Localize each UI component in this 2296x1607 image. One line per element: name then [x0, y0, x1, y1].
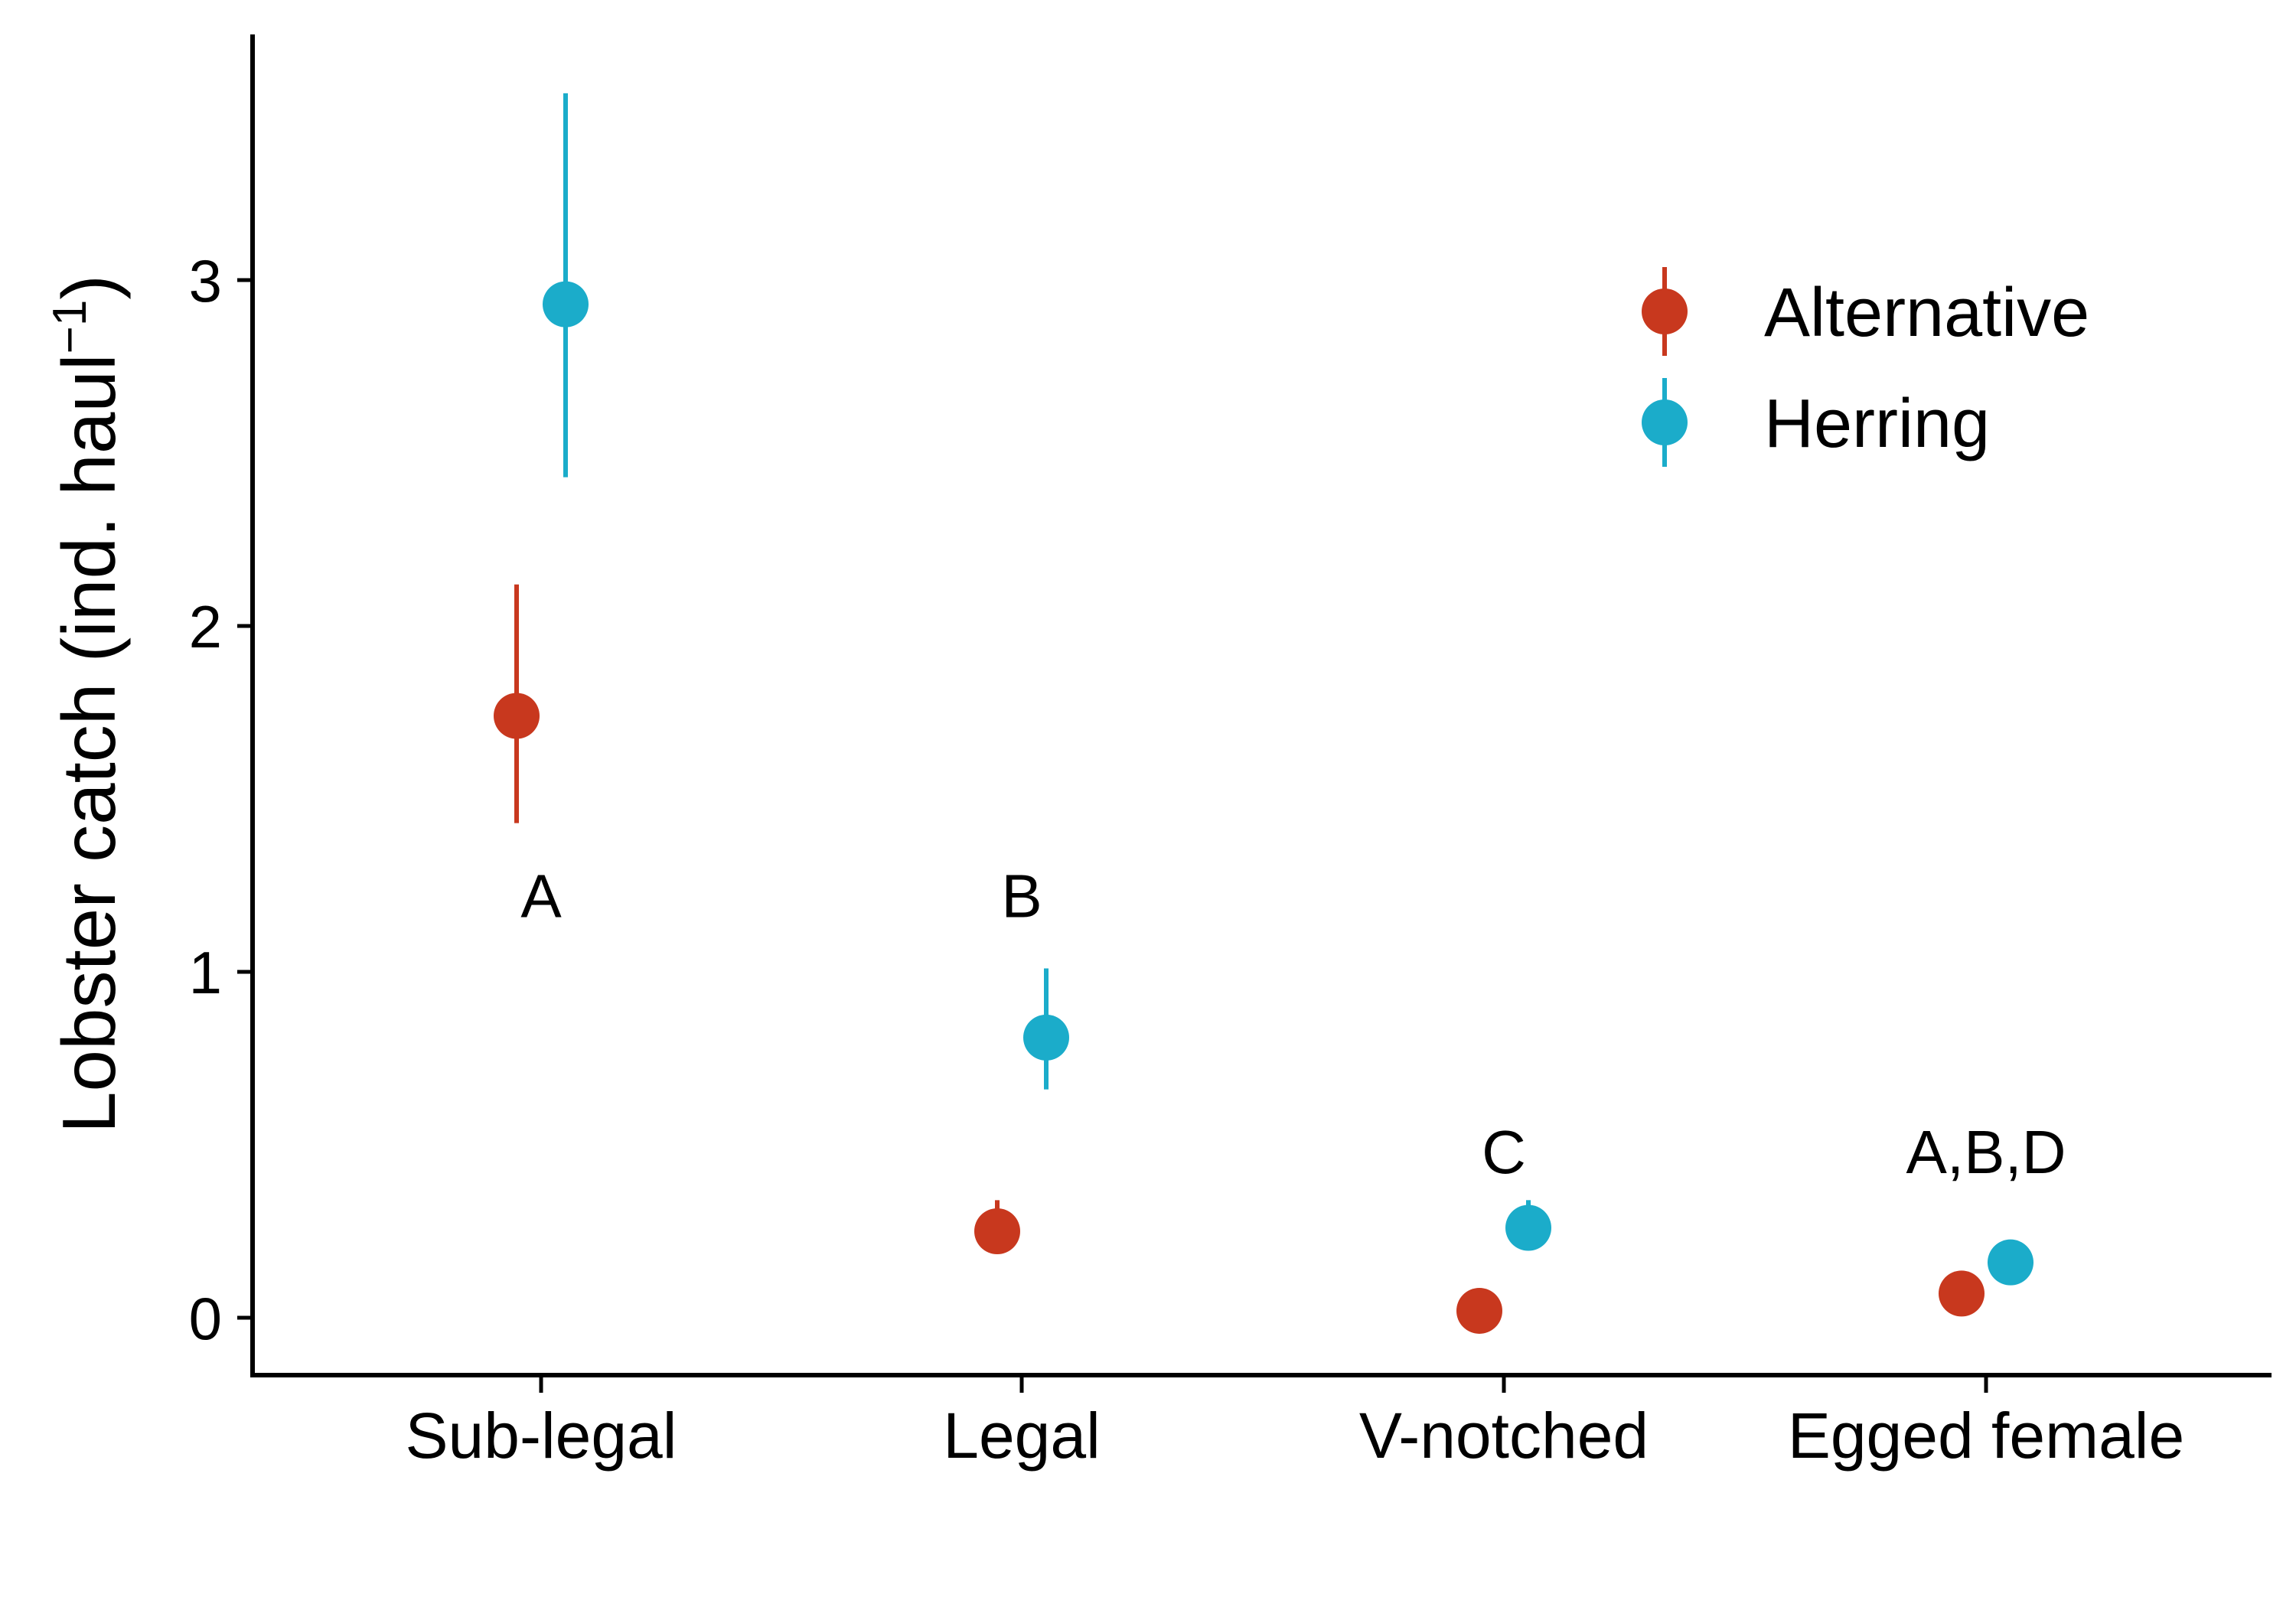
point-herring-sub-legal [543, 281, 589, 328]
point-herring-egged-female [1988, 1239, 2033, 1286]
y-axis-title: Lobster catch (ind. haul−1) [44, 275, 131, 1133]
legend-herring-label: Herring [1764, 386, 1990, 462]
x-tick-label-sub-legal: Sub-legal [406, 1400, 677, 1472]
legend: Alternative Herring [1642, 267, 2089, 467]
data-marks [494, 93, 2033, 1334]
x-ticks: Sub-legal Legal V-notched Egged female [406, 1377, 2184, 1472]
legend-item-herring: Herring [1642, 378, 1990, 467]
annotation-sub-legal: A [520, 862, 562, 931]
y-tick-label-0: 0 [189, 1285, 222, 1352]
point-alternative-egged-female [1939, 1270, 1985, 1317]
legend-herring-marker [1642, 399, 1688, 445]
x-tick-label-legal: Legal [943, 1400, 1101, 1472]
legend-alternative-marker [1642, 288, 1688, 334]
point-alternative-v-notched [1456, 1287, 1502, 1334]
point-alternative-legal [974, 1208, 1020, 1254]
x-tick-label-v-notched: V-notched [1359, 1400, 1649, 1472]
y-tick-label-3: 3 [189, 247, 222, 315]
y-ticks: 0 1 2 3 [189, 247, 253, 1352]
annotation-egged-female: A,B,D [1906, 1118, 2066, 1186]
y-tick-label-2: 2 [189, 593, 222, 660]
legend-item-alternative: Alternative [1642, 267, 2089, 356]
annotation-legal: B [1001, 862, 1042, 931]
legend-alternative-label: Alternative [1764, 275, 2089, 351]
y-axis-title-superscript: −1 [44, 300, 96, 354]
point-herring-legal [1023, 1014, 1069, 1061]
x-tick-label-egged-female: Egged female [1788, 1400, 2184, 1472]
y-axis-title-close: ) [47, 275, 131, 300]
point-herring-v-notched [1505, 1204, 1551, 1251]
point-alternative-sub-legal [494, 693, 540, 739]
y-tick-label-1: 1 [189, 939, 222, 1006]
significance-letters: A B C A,B,D [520, 862, 2066, 1186]
annotation-v-notched: C [1482, 1118, 1526, 1186]
